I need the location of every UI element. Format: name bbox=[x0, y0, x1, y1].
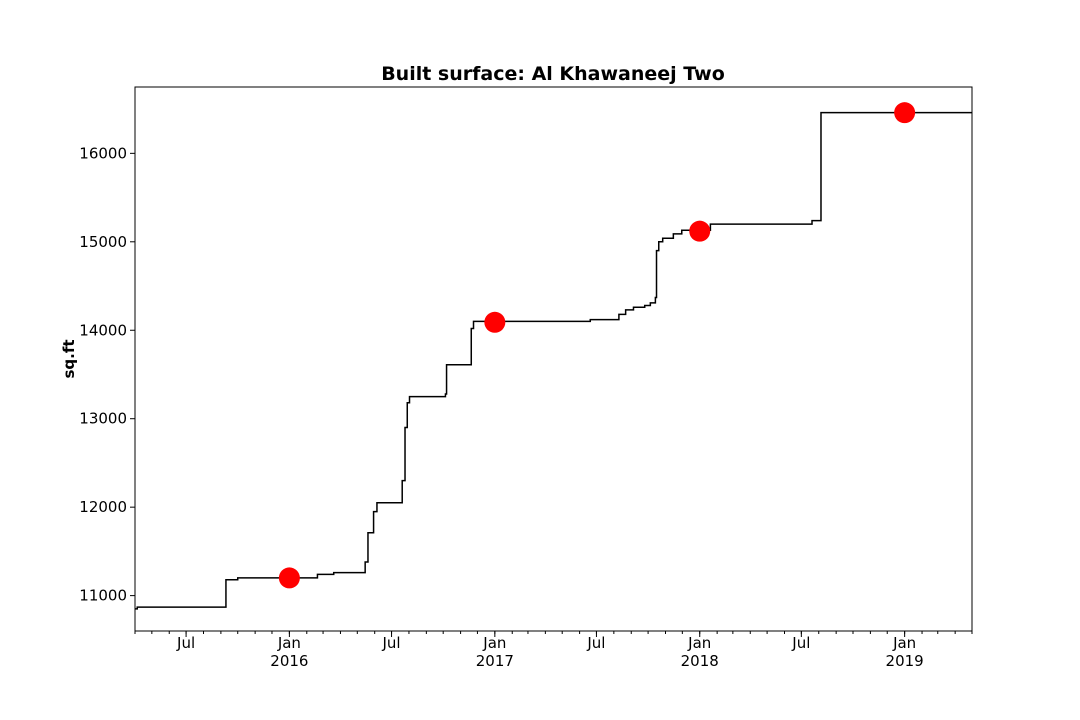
surface-step-line bbox=[135, 111, 972, 610]
chart-title: Built surface: Al Khawaneej Two bbox=[381, 63, 725, 85]
y-tick-label: 13000 bbox=[79, 410, 127, 428]
axes-frame bbox=[134, 86, 973, 632]
x-tick-year-label: 2018 bbox=[681, 652, 719, 670]
data-point-marker bbox=[894, 102, 916, 124]
y-tick-label: 12000 bbox=[79, 498, 127, 516]
x-tick-year-label: 2016 bbox=[270, 652, 308, 670]
x-tick-label: Jan bbox=[687, 634, 711, 652]
x-tick-year-label: 2017 bbox=[476, 652, 514, 670]
x-tick-label: Jul bbox=[586, 634, 605, 652]
y-tick-label: 14000 bbox=[79, 321, 127, 339]
x-tick-year-label: 2019 bbox=[886, 652, 924, 670]
x-tick-label: Jul bbox=[381, 634, 400, 652]
x-tick-label: Jul bbox=[791, 634, 810, 652]
y-tick-label: 15000 bbox=[79, 233, 127, 251]
x-tick-label: Jan bbox=[482, 634, 506, 652]
x-tick-label: Jan bbox=[277, 634, 301, 652]
y-axis-label: sq.ft bbox=[60, 339, 78, 378]
data-point-marker bbox=[689, 220, 711, 242]
x-tick-label: Jul bbox=[176, 634, 195, 652]
x-tick-label: Jan bbox=[892, 634, 916, 652]
y-tick-label: 16000 bbox=[79, 144, 127, 162]
data-point-marker bbox=[278, 567, 300, 589]
y-tick-label: 11000 bbox=[79, 587, 127, 605]
data-point-marker bbox=[484, 311, 506, 333]
